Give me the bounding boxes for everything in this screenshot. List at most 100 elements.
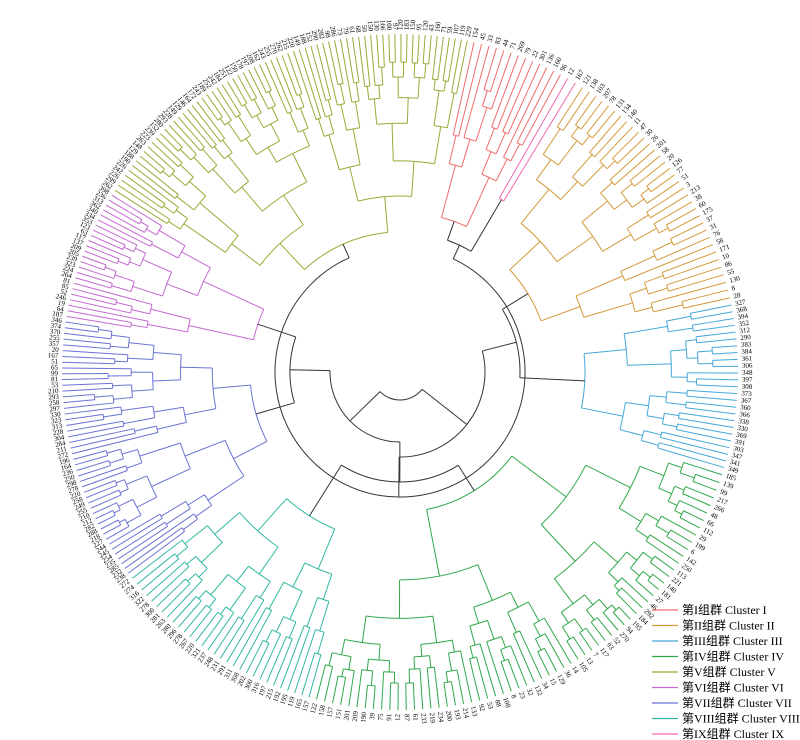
internal-branch: [661, 431, 681, 437]
internal-branch: [153, 208, 171, 220]
internal-branch: [624, 265, 660, 281]
internal-arc: [224, 119, 232, 126]
leaf-branch: [97, 219, 137, 240]
internal-branch: [100, 300, 116, 306]
leaf-branch: [88, 240, 122, 255]
leaf-label: 200: [444, 710, 453, 722]
internal-branch: [222, 139, 233, 153]
internal-branch: [452, 107, 460, 136]
internal-branch: [649, 395, 667, 398]
internal-branch: [257, 498, 287, 532]
internal-branch: [650, 211, 662, 219]
internal-arc: [180, 354, 182, 380]
internal-branch: [540, 524, 576, 562]
leaf-branch: [680, 281, 727, 296]
internal-branch: [665, 402, 686, 406]
internal-branch: [167, 527, 183, 539]
leaf-branch: [95, 224, 128, 241]
internal-branch: [668, 462, 683, 469]
leaf-label: 79: [341, 27, 350, 36]
internal-branch: [333, 67, 339, 85]
leaf-branch: [711, 385, 738, 388]
internal-branch: [670, 349, 687, 352]
internal-branch: [268, 91, 276, 106]
internal-arc: [691, 325, 694, 332]
internal-arc: [115, 299, 118, 305]
internal-arc: [132, 499, 142, 516]
leaf-label: 330: [737, 424, 749, 434]
leaf-branch: [576, 641, 586, 656]
internal-branch: [634, 306, 653, 313]
leaf-branch: [304, 47, 322, 102]
internal-branch: [579, 632, 584, 638]
internal-branch: [184, 525, 208, 545]
leaf-label: 312: [739, 326, 751, 335]
internal-arc: [113, 271, 117, 279]
internal-branch: [540, 306, 581, 322]
internal-branch: [340, 104, 348, 131]
internal-branch: [126, 239, 138, 246]
internal-branch: [618, 507, 642, 523]
legend-label: 第VI组群 Cluster VI: [682, 681, 784, 695]
leaf-branch: [69, 299, 115, 310]
trunk-arc: [399, 350, 486, 458]
leaf-branch: [62, 388, 102, 392]
leaf-label: 122: [309, 702, 319, 715]
internal-branch: [491, 111, 498, 128]
internal-branch: [229, 587, 246, 611]
internal-arc: [325, 98, 331, 101]
internal-branch: [391, 123, 394, 162]
internal-branch: [510, 143, 521, 162]
internal-branch: [660, 436, 679, 443]
leaf-label: 81: [62, 276, 71, 286]
internal-arc: [211, 367, 217, 409]
internal-branch: [614, 177, 623, 186]
internal-branch: [553, 578, 574, 605]
internal-branch: [606, 160, 616, 170]
internal-arc: [486, 636, 502, 643]
internal-branch: [482, 90, 488, 107]
internal-branch: [406, 97, 409, 124]
leaf-label: 100: [385, 20, 393, 31]
internal-arc: [174, 194, 179, 199]
internal-branch: [486, 641, 491, 654]
leaf-label: 22: [530, 49, 540, 59]
internal-branch: [205, 139, 213, 149]
internal-branch: [378, 85, 381, 99]
internal-arc: [161, 203, 166, 209]
leaf-branch: [232, 624, 257, 667]
internal-branch: [658, 227, 669, 234]
internal-arc: [240, 134, 251, 143]
leaf-label: 270: [268, 42, 279, 55]
leaf-branch: [642, 585, 654, 597]
internal-arc: [108, 460, 112, 466]
leaf-label: 51: [680, 171, 691, 182]
legend-item: 第IV组群 Cluster IV: [652, 650, 784, 664]
internal-branch: [328, 134, 340, 170]
leaf-branch: [293, 51, 312, 105]
internal-branch: [146, 228, 157, 236]
leaf-branch: [245, 651, 258, 674]
leaf-label: 357: [48, 339, 60, 348]
leaf-label: 26: [649, 133, 660, 144]
internal-arc: [448, 650, 461, 654]
leaf-branch: [76, 271, 102, 281]
internal-branch: [119, 488, 129, 493]
internal-branch: [599, 153, 608, 162]
leaf-label: 137: [72, 236, 85, 248]
leaf-branch: [114, 533, 147, 555]
internal-branch: [519, 630, 529, 650]
leaf-branch: [128, 541, 172, 574]
leaf-label: 195: [279, 693, 290, 706]
internal-branch: [207, 475, 245, 501]
trunk-branch: [290, 369, 331, 372]
internal-branch: [189, 180, 207, 197]
internal-arc: [635, 513, 647, 530]
internal-branch: [560, 181, 578, 200]
internal-arc: [122, 244, 126, 250]
internal-branch: [227, 122, 242, 142]
leaf-branch: [703, 311, 733, 318]
leaf-branch: [676, 533, 693, 543]
internal-arc: [667, 486, 676, 502]
leaf-branch: [568, 91, 590, 122]
